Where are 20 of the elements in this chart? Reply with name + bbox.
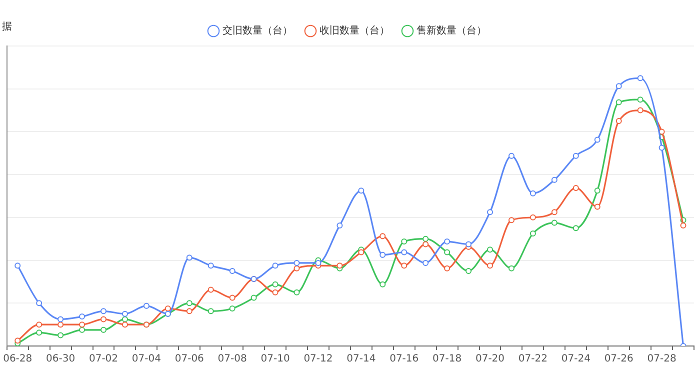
x-tick-label: 07-10 (260, 354, 290, 365)
x-tick-label: 07-22 (518, 354, 548, 365)
x-tick-label: 07-28 (647, 354, 676, 365)
x-tick-label: 06-28 (3, 354, 32, 365)
x-tick-label: 07-24 (561, 354, 590, 365)
y-axis-title: 据 (2, 20, 12, 33)
x-tick-label: 07-06 (174, 354, 204, 365)
x-tick-label: 07-18 (432, 354, 462, 365)
x-tick-label: 07-14 (346, 354, 376, 365)
x-tick-label: 06-30 (46, 354, 76, 365)
legend-label: 收旧数量（台） (320, 24, 390, 37)
x-tick-label: 07-04 (132, 354, 161, 365)
x-tick-label: 07-12 (304, 354, 333, 365)
x-tick-label: 07-02 (88, 354, 118, 365)
x-tick-label: 07-26 (604, 354, 634, 365)
legend-label: 售新数量（台） (416, 24, 486, 37)
x-tick-label: 07-20 (475, 354, 505, 365)
legend-label: 交旧数量（台） (222, 24, 292, 37)
x-tick-label: 07-16 (390, 354, 419, 365)
x-tick-label: 07-08 (218, 354, 247, 365)
